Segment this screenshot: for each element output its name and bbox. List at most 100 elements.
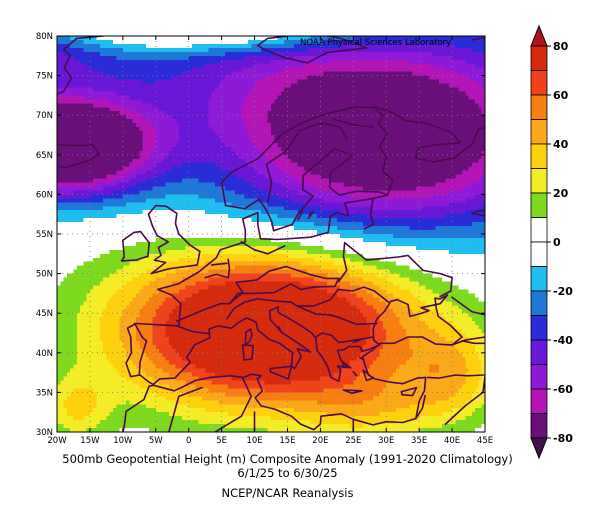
coastline-path — [307, 211, 314, 219]
lat-label: 70N — [36, 111, 53, 121]
coastline-path — [278, 325, 282, 333]
coastline-path — [373, 106, 394, 196]
colorbar-bottom-arrow — [530, 437, 548, 460]
colorbar-bin — [530, 143, 548, 169]
coastlines — [57, 31, 485, 432]
coastline-path — [359, 356, 365, 361]
coastline-path — [338, 241, 348, 283]
lon-label: 15W — [80, 436, 100, 446]
coastline-path — [257, 36, 368, 64]
coastline-path — [269, 365, 293, 380]
lat-label: 75N — [36, 72, 53, 82]
coastline-path — [204, 258, 231, 279]
axis-ticks — [56, 35, 486, 433]
coastline-path — [352, 371, 358, 377]
colorbar-label: 20 — [553, 187, 569, 200]
lat-label: 60N — [36, 190, 53, 200]
colorbar-bin — [530, 290, 548, 316]
caption-dates: 6/1/25 to 6/30/25 — [237, 466, 338, 480]
coastline-path — [451, 296, 485, 316]
colorbar-bin — [530, 241, 548, 267]
colorbar-label: -20 — [553, 285, 573, 298]
coastline-path — [265, 122, 348, 204]
colorbar-bin — [530, 192, 548, 218]
coastline-path — [57, 36, 106, 112]
coastline-path — [240, 241, 286, 255]
coastline-path — [296, 305, 378, 326]
coastline-path — [244, 328, 253, 346]
coastline-path — [57, 143, 100, 169]
coastline-path — [126, 106, 485, 338]
credit-label: NOAA Physical Sciences Laboratory — [300, 38, 452, 48]
coastline-path — [400, 386, 418, 397]
lon-label: 30E — [378, 436, 394, 446]
colorbar-label: 60 — [553, 89, 569, 102]
coastline-path — [444, 375, 485, 425]
lon-label: 10W — [113, 436, 133, 446]
lat-label: 65N — [36, 151, 53, 161]
colorbar-label: -60 — [553, 383, 573, 396]
colorbar-bin — [530, 266, 548, 292]
coastline-path — [122, 294, 463, 432]
lat-label: 55N — [36, 230, 53, 240]
colorbar-label: -40 — [553, 334, 573, 347]
coastline-path — [352, 338, 363, 344]
lon-label: 5W — [149, 436, 163, 446]
caption-title: 500mb Geopotential Height (m) Composite … — [62, 452, 513, 466]
coastline-path — [214, 377, 252, 432]
coastline-path — [133, 322, 148, 376]
colorbar-bin — [530, 70, 548, 96]
colorbar-bin — [530, 413, 548, 439]
coastline-path — [228, 265, 340, 305]
lon-label: 0 — [186, 436, 191, 446]
lat-lon-grid — [57, 36, 485, 432]
coastline-path — [362, 369, 374, 382]
coastline-path — [342, 361, 352, 369]
colorbar-label: 80 — [553, 40, 569, 53]
coastline-path — [176, 325, 211, 335]
colorbar-bin — [530, 168, 548, 194]
coastline-path — [297, 210, 304, 221]
colorbar-label: 40 — [553, 138, 569, 151]
lon-label: 15E — [279, 436, 295, 446]
coastline-path — [461, 340, 485, 345]
colorbar-bin — [530, 119, 548, 145]
colorbar-bin — [530, 339, 548, 365]
colorbar-bin — [530, 217, 548, 243]
coastline-path — [168, 386, 203, 432]
colorbar-label: 0 — [553, 236, 561, 249]
coastline-path — [332, 118, 374, 128]
latitude-labels: 80N 75N 70N 65N 60N 55N 50N 45N 40N 35N 30N — [36, 32, 53, 438]
coastline-path — [343, 241, 453, 298]
coastline-path — [451, 336, 485, 346]
lat-label: 45N — [36, 309, 53, 319]
coastline-path — [210, 262, 228, 266]
lon-label: 20E — [312, 436, 328, 446]
colorbar-bin — [530, 388, 548, 414]
coastline-path — [120, 230, 150, 262]
colorbar-bin — [530, 315, 548, 341]
lat-label: 30N — [36, 428, 53, 438]
lon-label: 20W — [47, 436, 67, 446]
lat-label: 80N — [36, 32, 53, 42]
colorbar-bin — [530, 45, 548, 71]
colorbar-bin — [530, 364, 548, 390]
coastline-path — [147, 204, 201, 275]
lon-label: 45E — [477, 436, 493, 446]
coastline-path — [176, 302, 231, 322]
coastline-path — [426, 374, 485, 379]
lon-label: 5E — [216, 436, 227, 446]
lon-label: 40E — [444, 436, 460, 446]
coastline-path — [471, 209, 485, 217]
coastline-path — [334, 31, 374, 35]
caption-source: NCEP/NCAR Reanalysis — [221, 486, 354, 500]
lon-label: 35E — [411, 436, 427, 446]
longitude-labels: 20W 15W 10W 5W 0 5E 10E 15E 20E 25E 30E 35E 40E 45E — [47, 436, 493, 446]
lon-label: 25E — [345, 436, 361, 446]
coastline-path — [241, 344, 254, 361]
lat-label: 35N — [36, 388, 53, 398]
coastline-path — [406, 32, 452, 34]
lon-label: 10E — [246, 436, 262, 446]
coastline-path — [342, 389, 363, 394]
